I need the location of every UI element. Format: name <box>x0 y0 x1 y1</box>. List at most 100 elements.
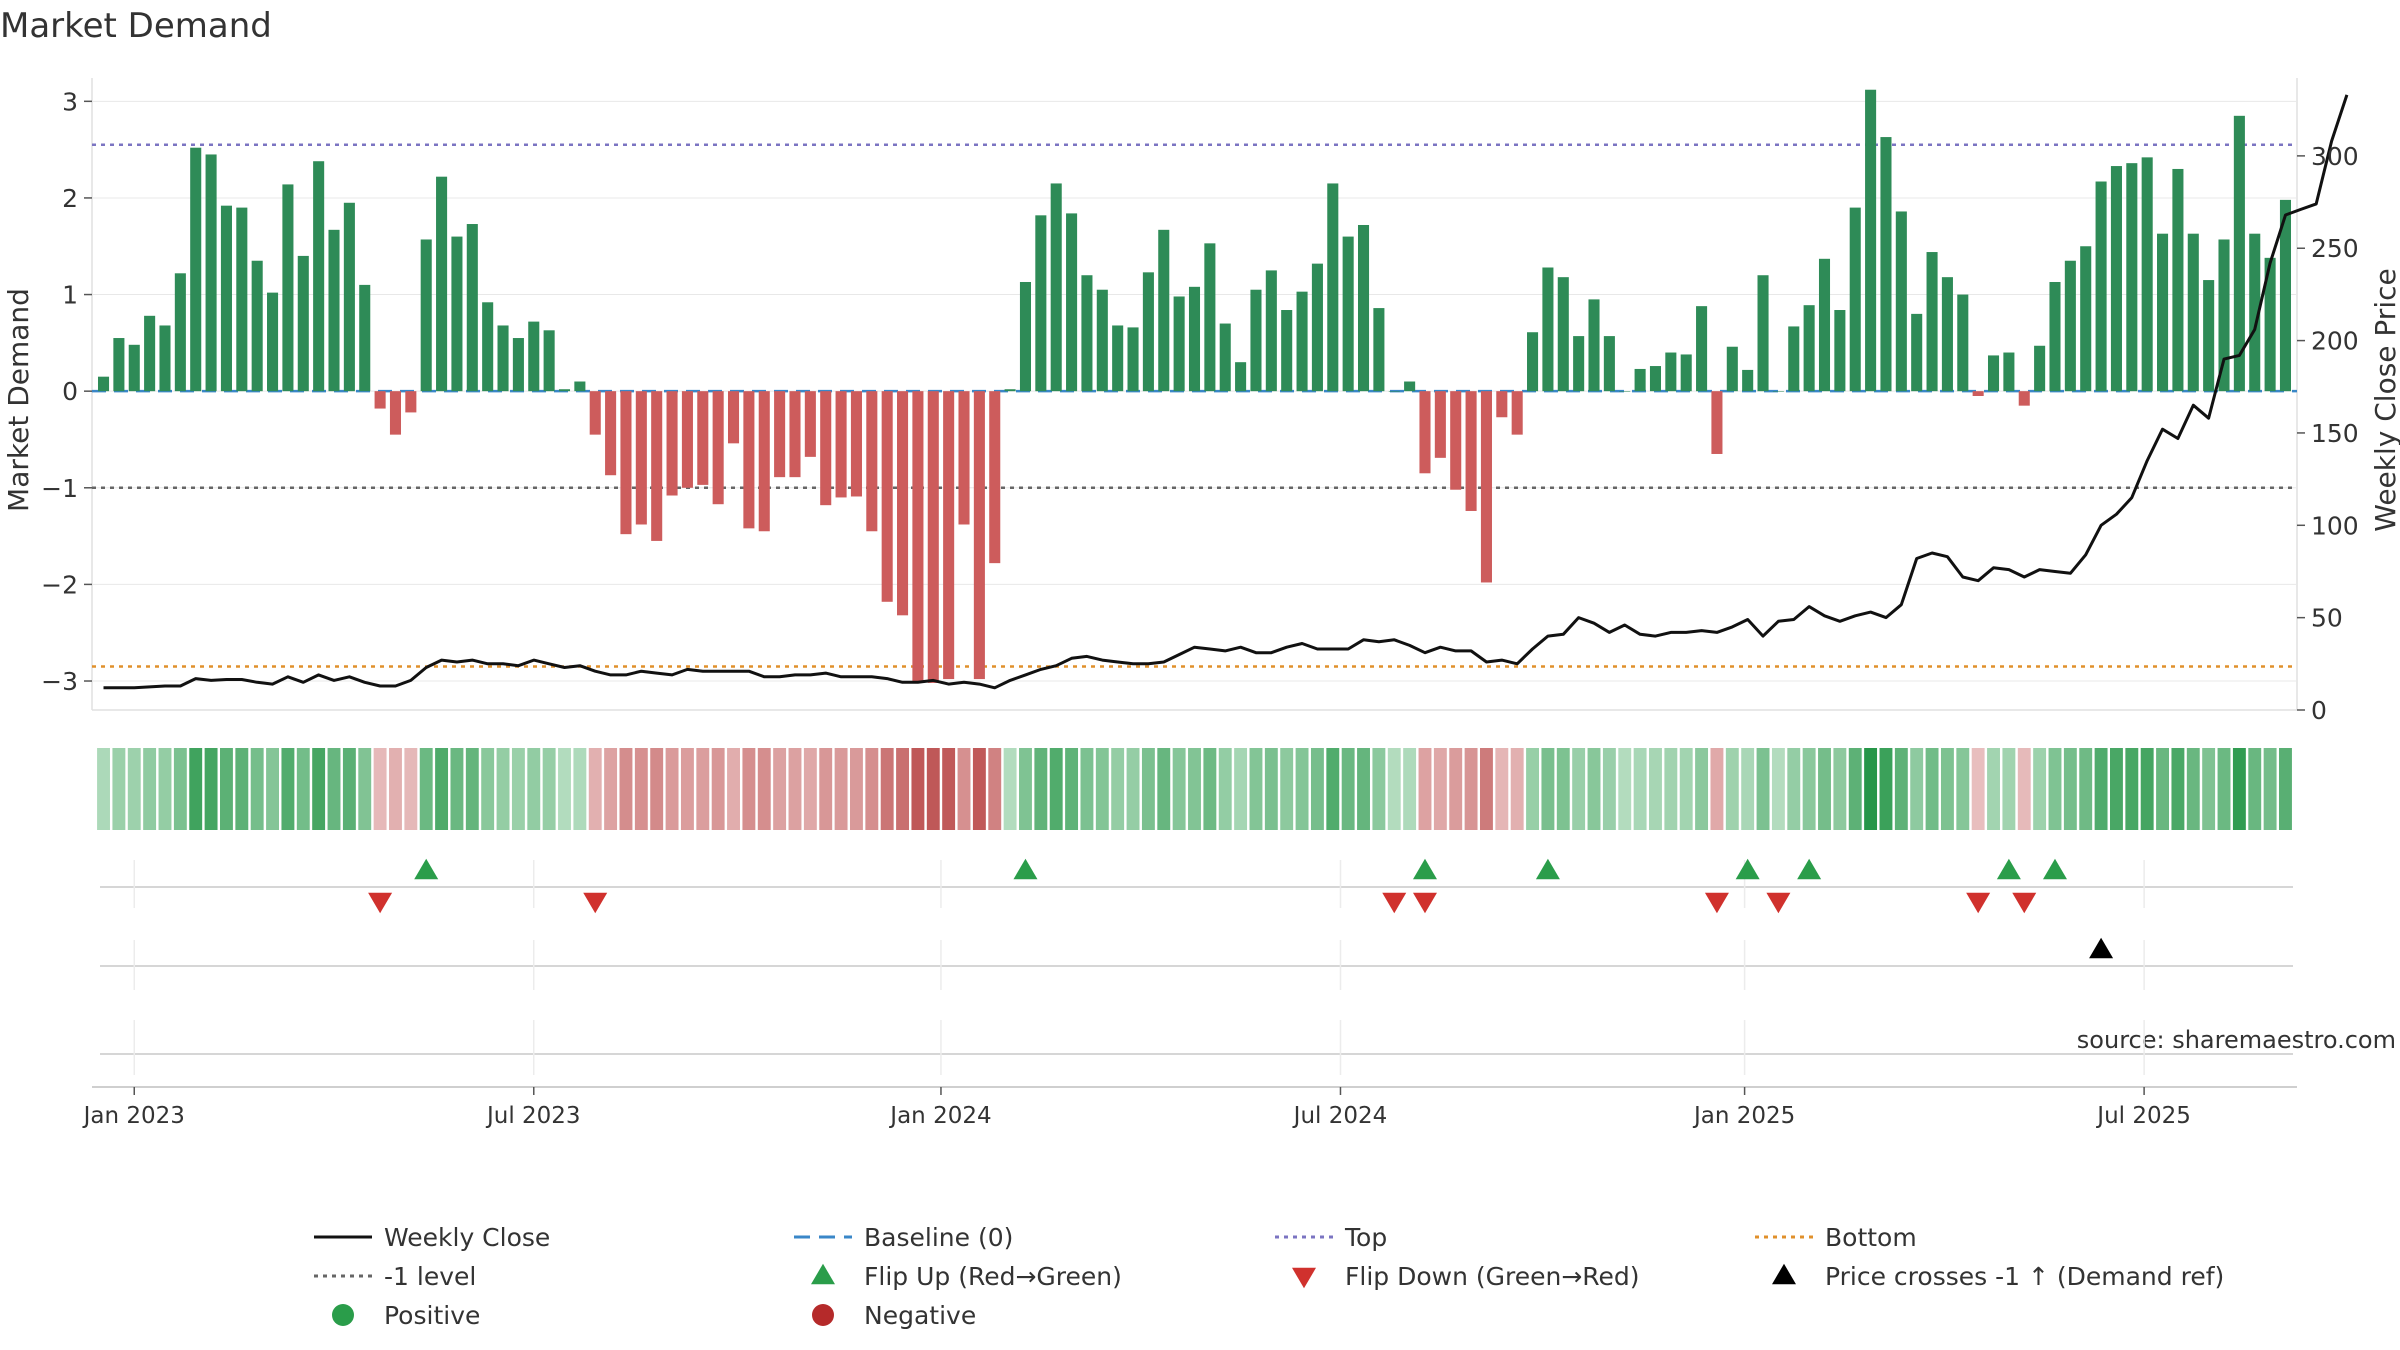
x-tick-label: Jul 2025 <box>2095 1103 2191 1129</box>
heat-cell <box>2002 748 2016 830</box>
demand-bar <box>1987 355 2000 392</box>
demand-bar <box>1388 391 1400 392</box>
heat-cell <box>727 748 740 830</box>
heat-cell <box>1387 748 1401 830</box>
heat-cell <box>1925 748 1939 830</box>
heat-cell <box>1695 748 1709 830</box>
heat-cell <box>2094 748 2108 830</box>
demand-bar <box>927 391 939 683</box>
demand-bar <box>1818 258 1831 392</box>
demand-bar <box>1296 291 1308 392</box>
heat-cell <box>97 748 110 830</box>
heat-cell <box>373 748 387 830</box>
demand-bar <box>113 338 125 392</box>
y-tick-label: 2 <box>62 184 78 213</box>
heat-cell <box>1971 748 1985 830</box>
demand-bar <box>2249 233 2261 392</box>
heat-cell <box>558 748 571 830</box>
y2-tick-label: 0 <box>2311 696 2327 725</box>
demand-bar <box>2049 281 2061 392</box>
heat-cell <box>1879 748 1893 830</box>
demand-bar <box>1096 289 1108 392</box>
flip-up-marker <box>1535 858 1560 880</box>
heat-cell <box>1602 748 1616 830</box>
heat-cell <box>1372 748 1386 830</box>
heat-cell <box>1464 748 1478 830</box>
heat-cell <box>2232 748 2246 830</box>
flip-up-marker <box>1797 858 1822 880</box>
demand-bar <box>804 391 816 457</box>
heat-cell <box>773 748 787 830</box>
demand-bar <box>1265 270 1277 392</box>
heat-cell <box>1587 748 1601 830</box>
heat-cell <box>1157 748 1171 830</box>
demand-bar <box>1204 243 1216 392</box>
demand-bar <box>374 391 386 409</box>
demand-bar <box>1788 326 1800 392</box>
y2-tick-label: 250 <box>2311 234 2359 263</box>
legend-label: Weekly Close <box>384 1223 550 1252</box>
heat-cell <box>696 748 710 830</box>
demand-bar <box>1834 310 1846 392</box>
demand-bar <box>512 338 524 392</box>
demand-bar <box>1158 229 1170 392</box>
demand-bar <box>2264 257 2276 392</box>
heat-cell <box>1848 748 1862 830</box>
demand-bar <box>1081 275 1093 392</box>
legend-swatch-triangle-up <box>1772 1263 1796 1285</box>
heat-cell <box>2248 748 2262 830</box>
legend: Weekly Close Baseline (0) Top Bottom -1 leve… <box>314 1223 2224 1330</box>
demand-bar <box>2034 345 2046 392</box>
source-label: source: sharemaestro.com <box>2077 1026 2396 1054</box>
heat-cell <box>634 748 648 830</box>
heat-cell <box>450 748 464 830</box>
heat-cell <box>1956 748 1970 830</box>
heat-cell <box>619 748 633 830</box>
heat-cell <box>1249 748 1263 830</box>
demand-bar <box>1465 391 1477 511</box>
demand-bar <box>651 391 663 541</box>
legend-label: Positive <box>384 1301 480 1330</box>
demand-bar <box>697 391 709 485</box>
heat-cell <box>1633 748 1647 830</box>
demand-bar <box>897 391 909 616</box>
heat-cell <box>312 748 326 830</box>
demand-bar <box>1511 391 1523 435</box>
demand-bar <box>497 325 509 392</box>
flip-down-marker <box>368 892 393 914</box>
demand-bar <box>1327 183 1339 392</box>
heat-cell <box>1065 748 1079 830</box>
weekly-close-line <box>103 94 2349 690</box>
heat-cell <box>1556 748 1570 830</box>
demand-bar <box>605 391 617 476</box>
x-tick-label: Jan 2025 <box>1692 1103 1795 1129</box>
demand-bar <box>144 315 156 392</box>
legend-label: Bottom <box>1825 1223 1917 1252</box>
legend-label: -1 level <box>384 1262 476 1291</box>
heat-cell <box>496 748 510 830</box>
demand-bar <box>1711 391 1723 454</box>
heat-cell <box>1080 748 1094 830</box>
demand-bar <box>1035 215 1047 392</box>
heat-cell <box>1987 748 2000 830</box>
demand-bar <box>1911 313 1923 392</box>
demand-bar <box>1588 299 1600 392</box>
heat-cell <box>2217 748 2231 830</box>
demand-bar <box>635 391 647 525</box>
legend-item: Top <box>1275 1223 1387 1252</box>
demand-bar <box>1680 354 1692 392</box>
heat-cell <box>158 748 172 830</box>
demand-bar <box>1404 381 1416 392</box>
heat-cell <box>1756 748 1770 830</box>
heat-cell <box>281 748 295 830</box>
heat-cell <box>235 748 249 830</box>
heat-cell <box>1433 748 1447 830</box>
demand-bar <box>2203 280 2215 392</box>
demand-bar <box>2003 352 2015 392</box>
demand-bar <box>1219 323 1231 392</box>
heat-cell <box>1264 748 1278 830</box>
flip-up-marker <box>1412 858 1437 880</box>
legend-item: Baseline (0) <box>794 1223 1013 1252</box>
heat-cell <box>1741 748 1755 830</box>
heat-cell <box>957 748 971 830</box>
